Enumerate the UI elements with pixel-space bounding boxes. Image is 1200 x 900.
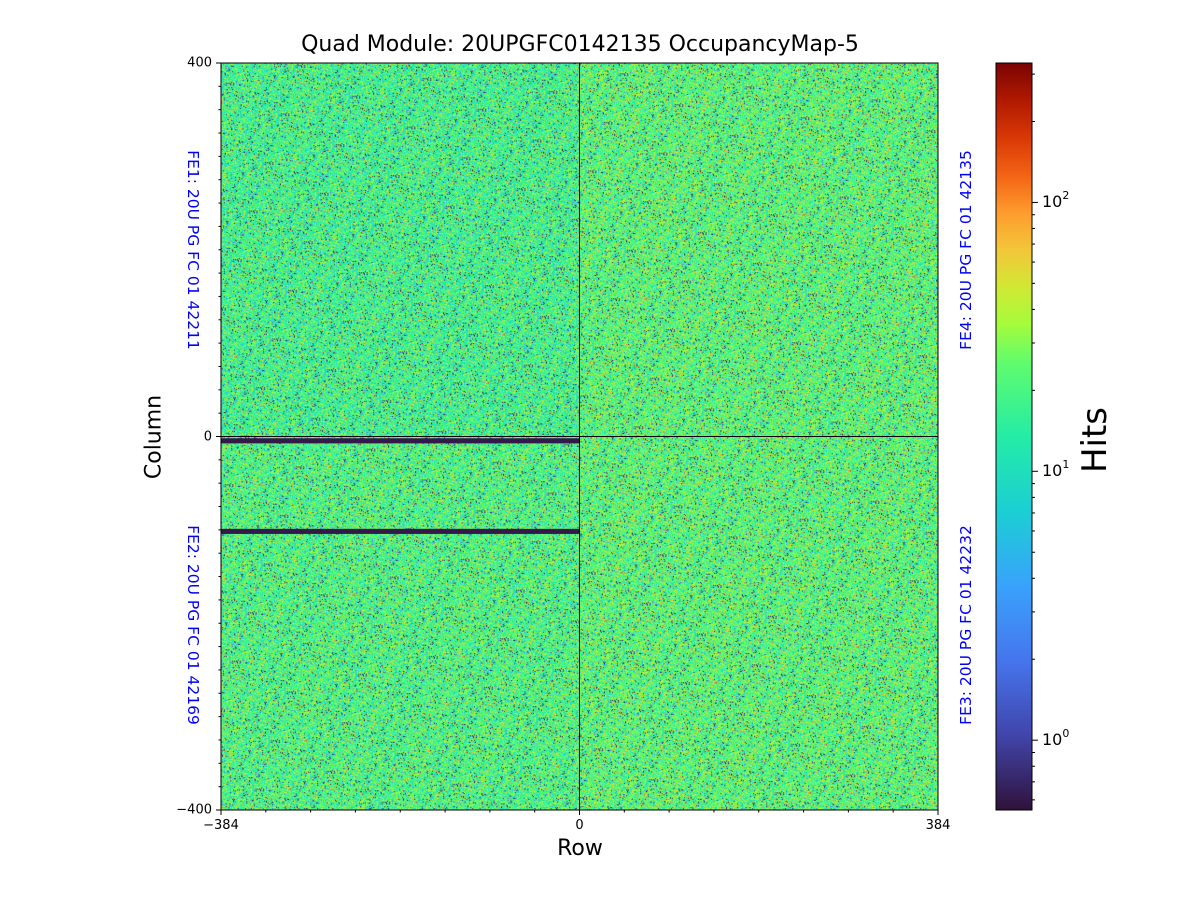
x-axis-ticks bbox=[220, 810, 939, 815]
dead-bands bbox=[221, 438, 580, 534]
fe4-chip-label: FE4: 20U PG FC 01 42135 bbox=[957, 150, 975, 350]
y-tick-label: −400 bbox=[176, 802, 212, 818]
chip-dividers bbox=[221, 63, 938, 810]
colorbar-tick-label: 102 bbox=[1042, 189, 1070, 212]
y-tick-label: 0 bbox=[203, 429, 212, 444]
colorbar bbox=[995, 62, 1033, 811]
x-tick-label: 384 bbox=[925, 818, 951, 833]
y-axis-ticks bbox=[216, 62, 221, 811]
y-tick-label: 400 bbox=[187, 55, 212, 71]
colorbar-label: Hits bbox=[1075, 406, 1115, 474]
chart-title: Quad Module: 20UPGFC0142135 OccupancyMap… bbox=[301, 32, 859, 57]
x-tick-label: 0 bbox=[575, 818, 584, 833]
colorbar-tick-label: 100 bbox=[1042, 727, 1070, 750]
fe1-chip-label: FE1: 20U PG FC 01 42211 bbox=[184, 150, 202, 350]
fe2-chip-label: FE2: 20U PG FC 01 42169 bbox=[184, 525, 202, 725]
colorbar-tick-label: 101 bbox=[1042, 458, 1070, 481]
dead-band-1 bbox=[221, 438, 580, 444]
x-axis-label: Row bbox=[557, 836, 603, 861]
y-axis-label: Column bbox=[141, 394, 167, 480]
dead-band-2 bbox=[221, 528, 580, 534]
colorbar-ticks bbox=[1032, 73, 1038, 801]
x-tick-label: −384 bbox=[203, 818, 239, 833]
fe3-chip-label: FE3: 20U PG FC 01 42232 bbox=[957, 525, 975, 725]
